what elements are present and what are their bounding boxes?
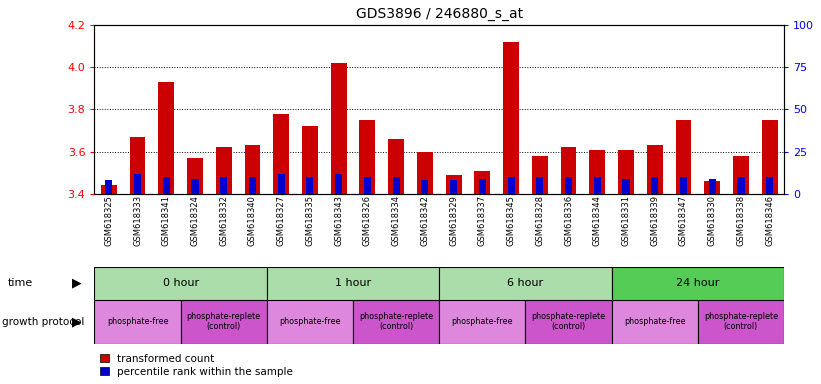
Bar <box>181 300 267 344</box>
Bar <box>618 149 634 194</box>
Text: time: time <box>8 278 34 288</box>
Bar <box>130 137 145 194</box>
Bar <box>698 300 784 344</box>
Bar <box>417 152 433 194</box>
Bar <box>622 179 630 194</box>
Bar <box>561 147 576 194</box>
Bar <box>277 174 285 194</box>
Text: 1 hour: 1 hour <box>335 278 371 288</box>
Text: growth protocol: growth protocol <box>2 316 84 327</box>
Bar <box>353 300 439 344</box>
Text: phosphate-free: phosphate-free <box>107 317 168 326</box>
Bar <box>612 267 784 300</box>
Bar <box>364 177 371 194</box>
Bar <box>766 177 773 194</box>
Text: phosphate-free: phosphate-free <box>279 317 341 326</box>
Bar <box>737 177 745 194</box>
Bar <box>565 177 572 194</box>
Text: GDS3896 / 246880_s_at: GDS3896 / 246880_s_at <box>355 7 523 21</box>
Bar <box>101 185 117 194</box>
Text: phosphate-free: phosphate-free <box>452 317 513 326</box>
Bar <box>450 180 457 194</box>
Text: 24 hour: 24 hour <box>677 278 719 288</box>
Bar <box>532 156 548 194</box>
Bar <box>163 177 170 194</box>
Text: ▶: ▶ <box>71 277 81 290</box>
Text: phosphate-replete
(control): phosphate-replete (control) <box>359 312 433 331</box>
Text: phosphate-free: phosphate-free <box>624 317 686 326</box>
Bar <box>651 177 658 194</box>
Bar <box>335 174 342 194</box>
Bar <box>439 300 525 344</box>
Bar <box>475 170 490 194</box>
Text: 0 hour: 0 hour <box>163 278 199 288</box>
Bar <box>306 177 314 194</box>
Bar <box>267 267 439 300</box>
Bar <box>360 120 375 194</box>
Bar <box>245 145 260 194</box>
Bar <box>594 177 601 194</box>
Text: phosphate-replete
(control): phosphate-replete (control) <box>704 312 778 331</box>
Bar <box>709 179 716 194</box>
Bar <box>589 149 605 194</box>
Bar <box>421 180 429 194</box>
Bar <box>94 300 181 344</box>
Text: 6 hour: 6 hour <box>507 278 544 288</box>
Bar <box>302 126 318 194</box>
Bar <box>525 300 612 344</box>
Bar <box>249 177 256 194</box>
Bar <box>762 120 777 194</box>
Bar <box>612 300 698 344</box>
Bar <box>191 179 199 194</box>
Bar <box>479 179 486 194</box>
Bar <box>704 181 720 194</box>
Bar <box>105 180 112 194</box>
Text: phosphate-replete
(control): phosphate-replete (control) <box>531 312 606 331</box>
Bar <box>647 145 663 194</box>
Bar <box>331 63 346 194</box>
Legend: transformed count, percentile rank within the sample: transformed count, percentile rank withi… <box>99 354 293 377</box>
Bar <box>216 147 232 194</box>
Bar <box>220 177 227 194</box>
Bar <box>507 177 515 194</box>
Bar <box>134 174 141 194</box>
Bar <box>503 42 519 194</box>
Bar <box>733 156 749 194</box>
Bar <box>187 158 203 194</box>
Bar <box>388 139 404 194</box>
Bar <box>273 114 289 194</box>
Bar <box>680 177 687 194</box>
Bar <box>676 120 691 194</box>
Bar <box>446 175 461 194</box>
Bar <box>267 300 353 344</box>
Bar <box>94 267 267 300</box>
Text: ▶: ▶ <box>71 315 81 328</box>
Bar <box>392 177 400 194</box>
Text: phosphate-replete
(control): phosphate-replete (control) <box>186 312 261 331</box>
Bar <box>439 267 612 300</box>
Bar <box>158 82 174 194</box>
Bar <box>536 177 544 194</box>
